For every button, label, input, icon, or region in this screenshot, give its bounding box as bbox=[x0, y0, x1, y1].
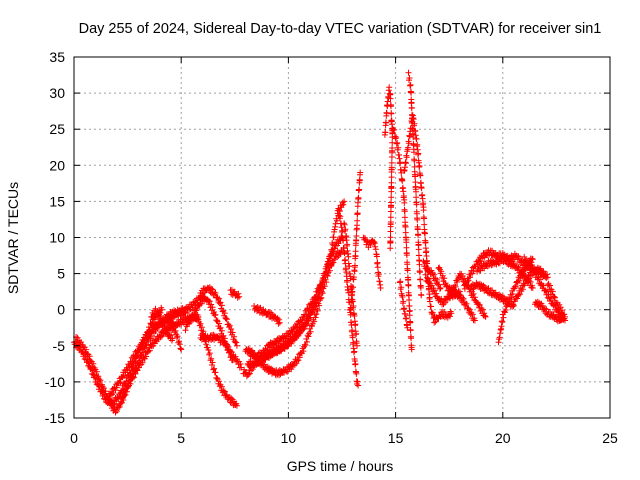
plus-markers bbox=[197, 331, 245, 371]
series-arc27 bbox=[431, 308, 455, 326]
y-tick-label: 35 bbox=[49, 49, 65, 65]
series-arc36 bbox=[532, 298, 564, 325]
series-arc5 bbox=[148, 305, 176, 344]
x-tick-label: 5 bbox=[177, 430, 185, 446]
series-arc19 bbox=[360, 234, 384, 291]
series-arc32 bbox=[467, 279, 517, 310]
y-tick-label: 25 bbox=[49, 121, 65, 137]
plus-markers bbox=[334, 205, 362, 389]
y-tick-label: -15 bbox=[45, 410, 65, 426]
series-arc14 bbox=[227, 286, 243, 301]
data-points bbox=[71, 69, 568, 416]
plus-markers bbox=[544, 280, 568, 320]
y-tick-label: 15 bbox=[49, 193, 65, 209]
series-arc23 bbox=[405, 69, 425, 299]
plus-markers bbox=[148, 305, 176, 344]
x-tick-label: 20 bbox=[495, 430, 511, 446]
series-arc16 bbox=[334, 205, 362, 389]
series-arc22 bbox=[401, 112, 438, 322]
x-axis-title: GPS time / hours bbox=[287, 458, 394, 474]
plus-markers bbox=[446, 284, 478, 324]
plus-markers bbox=[405, 69, 425, 299]
plus-markers bbox=[347, 169, 364, 312]
y-tick-labels: -15 -10 -5 0 5 10 15 20 25 30 35 bbox=[45, 49, 65, 426]
x-tick-label: 25 bbox=[602, 430, 618, 446]
series-arc13 bbox=[246, 281, 324, 362]
plus-markers bbox=[431, 308, 455, 326]
x-tick-label: 10 bbox=[281, 430, 297, 446]
plus-markers bbox=[388, 118, 415, 353]
axis-ticks bbox=[73, 56, 611, 419]
y-tick-label: -5 bbox=[53, 338, 66, 354]
plus-markers bbox=[227, 286, 243, 301]
plus-markers bbox=[381, 84, 396, 252]
chart-title: Day 255 of 2024, Sidereal Day-to-day VTE… bbox=[79, 21, 602, 37]
x-tick-label: 0 bbox=[70, 430, 78, 446]
plus-markers bbox=[360, 234, 384, 291]
series-arc18 bbox=[347, 169, 364, 312]
series-arc9 bbox=[197, 331, 245, 371]
series-arc1 bbox=[71, 304, 165, 409]
x-tick-label: 15 bbox=[388, 430, 404, 446]
series-arc24 bbox=[396, 278, 411, 331]
series-arc29 bbox=[446, 284, 478, 324]
series-arc21 bbox=[388, 118, 415, 353]
x-tick-labels: 0 5 10 15 20 25 bbox=[70, 430, 618, 446]
y-tick-label: 30 bbox=[49, 85, 65, 101]
plus-markers bbox=[246, 281, 324, 362]
y-tick-label: 20 bbox=[49, 157, 65, 173]
plus-markers bbox=[244, 198, 348, 370]
plus-markers bbox=[420, 258, 444, 292]
plus-markers bbox=[71, 304, 165, 409]
plus-markers bbox=[182, 310, 240, 409]
series-arc8 bbox=[182, 310, 240, 409]
y-axis-title: SDTVAR / TECUs bbox=[5, 182, 21, 294]
plus-markers bbox=[396, 278, 411, 331]
y-tick-label: 10 bbox=[49, 230, 65, 246]
plus-markers bbox=[251, 303, 283, 327]
series-arc25 bbox=[420, 258, 444, 292]
y-tick-label: 0 bbox=[57, 302, 65, 318]
series-arc20 bbox=[381, 84, 396, 252]
plus-markers bbox=[467, 279, 517, 310]
series-arc37 bbox=[544, 280, 568, 320]
y-tick-label: -10 bbox=[45, 374, 65, 390]
y-tick-label: 5 bbox=[57, 266, 65, 282]
series-arc6 bbox=[163, 284, 240, 349]
plus-markers bbox=[401, 112, 438, 322]
series-arc12 bbox=[244, 198, 348, 370]
plus-markers bbox=[163, 284, 240, 349]
series-arc15 bbox=[251, 303, 283, 327]
plus-markers bbox=[532, 298, 564, 325]
